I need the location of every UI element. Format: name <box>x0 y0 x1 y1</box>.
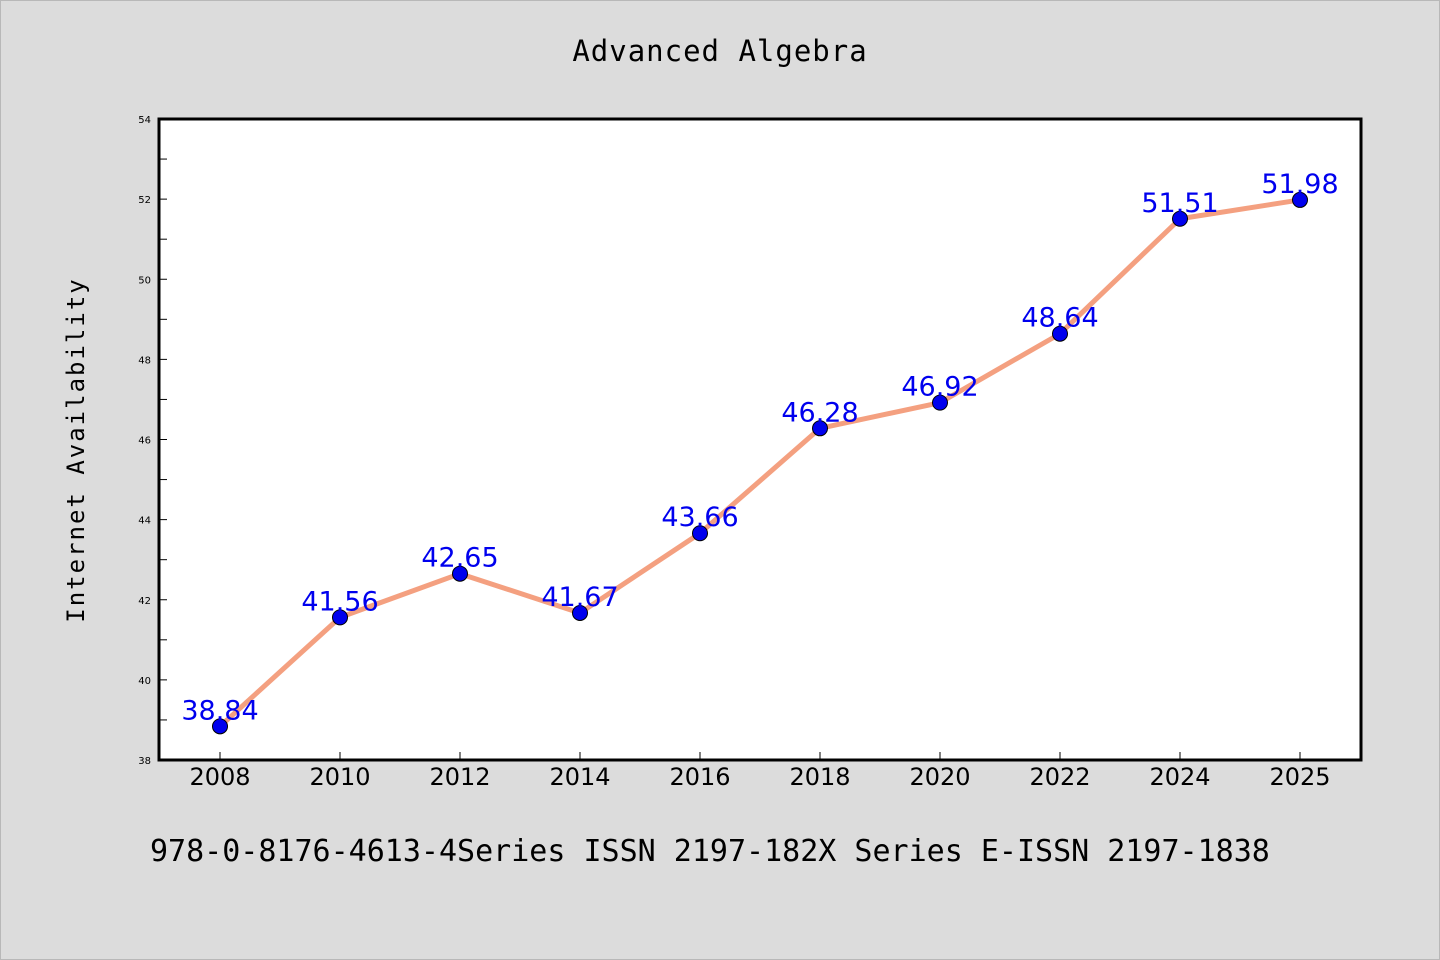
data-point <box>1172 210 1188 227</box>
x-tick-label: 2022 <box>1029 763 1090 791</box>
data-point <box>572 604 588 621</box>
data-labels: 38.84 41.56 42.65 41.67 43.66 46.28 46.92 48.64… <box>181 169 1338 726</box>
data-point <box>1052 325 1068 342</box>
y-tick-label: 52 <box>138 195 151 206</box>
y-tick-label: 38 <box>138 756 151 767</box>
data-label: 43.66 <box>661 502 738 533</box>
data-point <box>1292 191 1308 208</box>
y-tick-label: 54 <box>138 115 151 126</box>
y-tick-label: 48 <box>138 355 151 366</box>
series-layer <box>212 191 1308 735</box>
x-tick-label: 2016 <box>669 763 730 791</box>
x-tick-label: 2024 <box>1149 763 1210 791</box>
data-point <box>812 420 828 437</box>
data-label: 41.56 <box>301 586 378 617</box>
y-tick-label: 46 <box>138 436 151 447</box>
data-point <box>932 394 948 411</box>
plot-area <box>157 117 1363 762</box>
data-point <box>692 525 708 542</box>
data-label: 46.92 <box>901 372 978 403</box>
chart-title: Advanced Algebra <box>572 34 868 68</box>
x-tick-label: 2025 <box>1269 763 1330 791</box>
x-tick-label: 2020 <box>909 763 970 791</box>
y-tick-label: 50 <box>138 275 151 286</box>
y-tick-label: 40 <box>138 676 151 687</box>
data-point <box>332 609 348 626</box>
x-tick-label: 2018 <box>789 763 850 791</box>
data-label: 51.51 <box>1141 188 1218 219</box>
x-tick-label: 2010 <box>309 763 370 791</box>
x-tick-label: 2014 <box>549 763 610 791</box>
data-point <box>452 565 468 582</box>
x-tick-label: 2012 <box>429 763 490 791</box>
data-label: 48.64 <box>1021 303 1098 334</box>
data-label: 38.84 <box>181 695 258 726</box>
data-label: 42.65 <box>421 543 498 574</box>
data-point <box>212 718 228 735</box>
data-label: 51.98 <box>1261 169 1338 200</box>
series-line <box>217 197 1303 729</box>
x-tick-label: 2008 <box>189 763 250 791</box>
y-axis-ticks: 38 40 42 44 46 48 50 52 54 <box>138 115 167 767</box>
data-label: 46.28 <box>781 397 858 428</box>
isbn-issn-footer: 978-0-8176-4613-4Series ISSN 2197-182X S… <box>150 834 1270 869</box>
y-tick-label: 42 <box>138 596 151 607</box>
x-axis-ticks: 2008 2010 2012 2014 2016 2018 2020 2022 2024 2025 <box>189 752 1331 791</box>
y-tick-label: 44 <box>138 516 151 527</box>
data-label: 41.67 <box>541 582 618 613</box>
